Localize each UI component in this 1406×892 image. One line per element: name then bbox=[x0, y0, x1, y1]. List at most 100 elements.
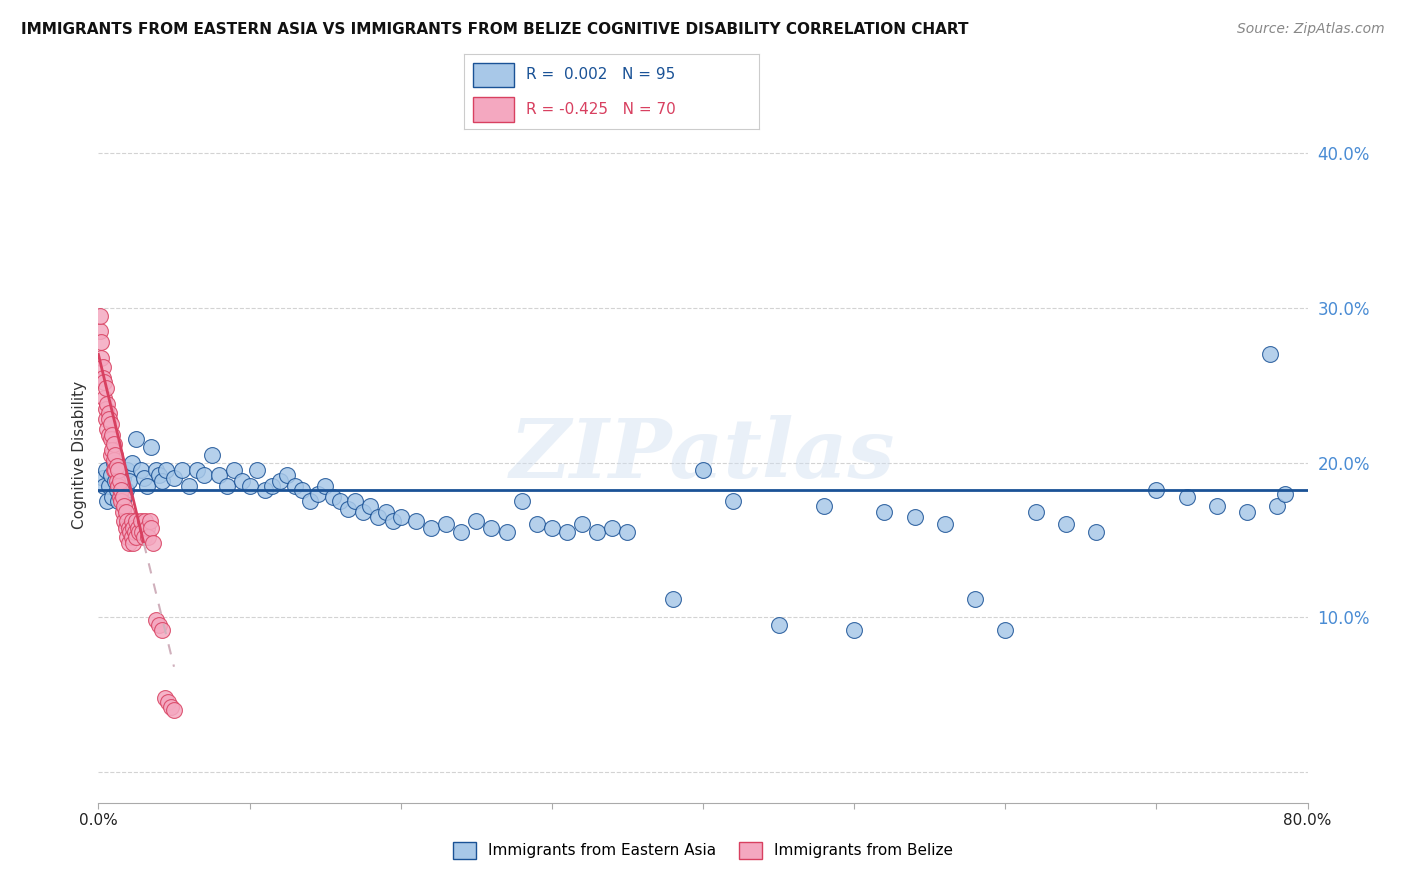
Point bbox=[465, 515, 488, 529]
Text: R =  0.002   N = 95: R = 0.002 N = 95 bbox=[526, 67, 675, 82]
Point bbox=[586, 525, 609, 540]
Point bbox=[128, 525, 150, 540]
Point bbox=[89, 324, 111, 338]
Point bbox=[93, 376, 115, 390]
Point bbox=[208, 468, 231, 483]
Point bbox=[1054, 517, 1077, 532]
Point bbox=[389, 509, 412, 524]
Point bbox=[115, 530, 138, 544]
Point bbox=[91, 370, 114, 384]
Point bbox=[103, 437, 125, 451]
Point bbox=[131, 525, 153, 540]
Point bbox=[246, 463, 269, 477]
Point bbox=[145, 463, 167, 477]
Point bbox=[420, 520, 443, 534]
Point bbox=[156, 695, 179, 709]
Point bbox=[367, 509, 389, 524]
Point bbox=[125, 530, 148, 544]
Point bbox=[344, 494, 367, 508]
Point bbox=[148, 468, 170, 483]
Point bbox=[100, 468, 122, 483]
Point bbox=[329, 494, 352, 508]
Point bbox=[215, 479, 238, 493]
Point bbox=[616, 525, 638, 540]
Point bbox=[91, 471, 114, 485]
Point bbox=[193, 468, 215, 483]
Point bbox=[108, 474, 131, 488]
Point bbox=[201, 448, 224, 462]
Point bbox=[118, 536, 141, 550]
Point bbox=[374, 505, 396, 519]
Point bbox=[129, 463, 152, 477]
Point bbox=[526, 517, 548, 532]
Point bbox=[129, 515, 152, 529]
Point bbox=[93, 391, 115, 405]
Point bbox=[1274, 486, 1296, 500]
Point bbox=[96, 397, 118, 411]
Point bbox=[101, 490, 124, 504]
Point bbox=[110, 494, 132, 508]
Point bbox=[904, 509, 927, 524]
Point bbox=[314, 479, 336, 493]
Point bbox=[262, 479, 284, 493]
Point bbox=[1267, 499, 1289, 513]
Point bbox=[1206, 499, 1229, 513]
Point bbox=[284, 479, 307, 493]
Point bbox=[107, 494, 129, 508]
Point bbox=[276, 468, 298, 483]
Point bbox=[844, 623, 866, 637]
Point bbox=[186, 463, 208, 477]
Point bbox=[405, 515, 427, 529]
Point bbox=[160, 700, 183, 714]
Text: R = -0.425   N = 70: R = -0.425 N = 70 bbox=[526, 102, 676, 117]
Point bbox=[768, 618, 790, 632]
Point bbox=[107, 463, 129, 477]
Point bbox=[96, 494, 118, 508]
Point bbox=[145, 613, 167, 627]
Point bbox=[96, 422, 118, 436]
Point bbox=[107, 479, 129, 493]
Point bbox=[124, 525, 146, 540]
Point bbox=[114, 483, 136, 498]
Point bbox=[1175, 490, 1198, 504]
Point bbox=[118, 520, 141, 534]
Point bbox=[101, 427, 124, 442]
Text: ZIPatlas: ZIPatlas bbox=[510, 415, 896, 495]
Point bbox=[135, 520, 157, 534]
Point bbox=[239, 479, 262, 493]
Point bbox=[148, 618, 170, 632]
Point bbox=[111, 490, 134, 504]
Point bbox=[139, 515, 162, 529]
Point bbox=[135, 479, 157, 493]
Point bbox=[1085, 525, 1108, 540]
Point bbox=[231, 474, 253, 488]
Point bbox=[170, 463, 193, 477]
Point bbox=[510, 494, 533, 508]
Point bbox=[434, 517, 457, 532]
Point bbox=[336, 502, 359, 516]
Point bbox=[111, 505, 134, 519]
Point bbox=[118, 474, 141, 488]
Point bbox=[813, 499, 835, 513]
Point bbox=[104, 474, 127, 488]
Point bbox=[163, 703, 186, 717]
Legend: Immigrants from Eastern Asia, Immigrants from Belize: Immigrants from Eastern Asia, Immigrants… bbox=[447, 836, 959, 864]
Point bbox=[103, 452, 125, 467]
Point bbox=[382, 515, 405, 529]
Point bbox=[98, 412, 121, 426]
Point bbox=[291, 483, 314, 498]
Point bbox=[127, 520, 149, 534]
Point bbox=[112, 499, 135, 513]
Point bbox=[121, 530, 143, 544]
Point bbox=[571, 517, 593, 532]
Point bbox=[120, 525, 142, 540]
Point bbox=[125, 515, 148, 529]
Point bbox=[1144, 483, 1167, 498]
Text: Source: ZipAtlas.com: Source: ZipAtlas.com bbox=[1237, 22, 1385, 37]
Point bbox=[110, 483, 132, 498]
Point bbox=[142, 536, 165, 550]
Point bbox=[132, 471, 155, 485]
Point bbox=[150, 474, 173, 488]
Point bbox=[103, 456, 125, 470]
FancyBboxPatch shape bbox=[472, 62, 515, 87]
